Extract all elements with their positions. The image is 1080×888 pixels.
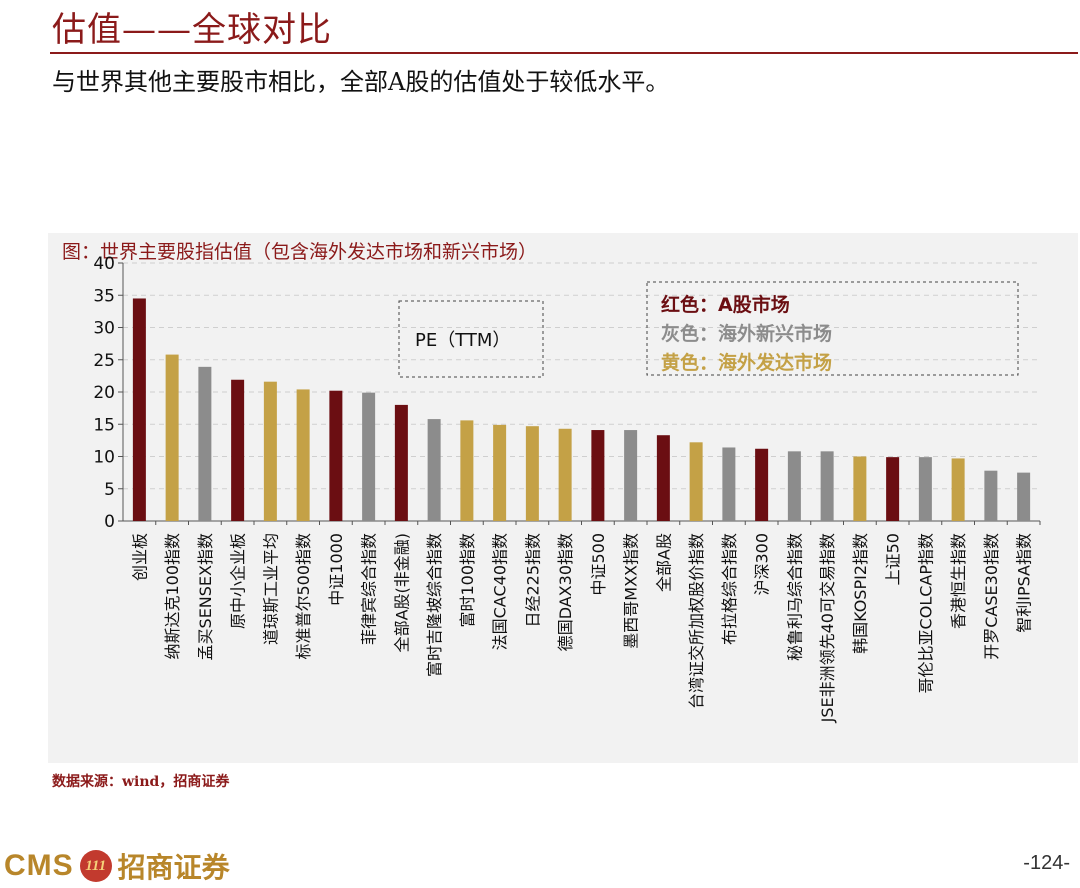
x-tick-label: 智利IPSA指数	[1015, 533, 1034, 633]
x-tick-label: 标准普尔500指数	[294, 533, 313, 660]
bar	[525, 426, 539, 521]
x-tick-label: 菲律宾综合指数	[360, 533, 379, 645]
x-tick-label: 纳斯达克100指数	[163, 533, 182, 660]
logo-cms-text: CMS	[4, 849, 74, 882]
legend-item-gray: 灰色：海外新兴市场	[661, 322, 832, 345]
x-tick-label: 道琼斯工业平均	[261, 533, 280, 645]
y-tick-label: 30	[93, 319, 115, 339]
y-tick-label: 40	[93, 254, 115, 274]
page-title: 估值——全球对比	[52, 10, 332, 50]
x-tick-label: 德国DAX30指数	[556, 533, 575, 651]
bar	[787, 451, 801, 521]
bar	[493, 424, 507, 521]
y-tick-label: 10	[93, 448, 115, 468]
y-tick-label: 25	[93, 351, 115, 371]
data-source: 数据来源：wind，招商证券	[52, 774, 230, 790]
x-tick-label: 哥伦比亚COLCAP指数	[916, 533, 935, 693]
bar	[656, 435, 670, 521]
company-logo: CMS 111 招商证券	[4, 846, 230, 886]
bar	[853, 456, 867, 521]
x-tick-label: 秘鲁利马综合指数	[785, 533, 804, 661]
x-tick-label: 孟买SENSEX指数	[196, 533, 215, 660]
bar	[886, 457, 900, 521]
y-tick-label: 20	[93, 383, 115, 403]
x-tick-label: 原中小企业板	[229, 533, 248, 629]
annotation-label: PE（TTM）	[415, 330, 510, 351]
x-tick-label: 上证50	[884, 533, 903, 585]
x-tick-label: 布拉格综合指数	[720, 533, 739, 645]
x-tick-label: JSE非洲领先40可交易指数	[818, 533, 837, 723]
legend-item-red: 红色：A股市场	[661, 293, 790, 316]
x-tick-label: 富时吉隆坡综合指数	[425, 533, 444, 677]
bar	[918, 457, 932, 521]
bar	[427, 419, 441, 521]
bar	[394, 404, 408, 521]
bar	[722, 447, 736, 521]
bar	[460, 420, 474, 521]
bar	[329, 390, 343, 521]
annotation-box	[398, 300, 544, 378]
chart-title: 图：世界主要股指估值（包含海外发达市场和新兴市场）	[62, 241, 537, 263]
bar	[591, 430, 605, 521]
x-tick-label: 中证1000	[327, 533, 346, 606]
x-tick-label: 韩国KOSPI2指数	[851, 533, 870, 654]
bar	[165, 354, 179, 521]
bar	[198, 366, 212, 521]
bar	[362, 392, 376, 521]
x-tick-label: 富时100指数	[458, 533, 477, 628]
page-subtitle: 与世界其他主要股市相比，全部A股的估值处于较低水平。	[52, 68, 670, 96]
bar	[1017, 472, 1031, 521]
x-tick-label: 墨西哥MXX指数	[622, 533, 641, 649]
logo-cn-text: 招商证券	[117, 851, 230, 884]
bar	[296, 389, 310, 521]
page-number: -124-	[1023, 852, 1070, 874]
bar	[951, 458, 965, 521]
x-tick-label: 法国CAC40指数	[491, 533, 510, 650]
title-divider	[50, 52, 1078, 54]
x-tick-label: 全部A股	[654, 533, 673, 592]
bar	[624, 430, 638, 521]
bar	[689, 442, 703, 521]
y-tick-label: 35	[93, 286, 115, 306]
y-tick-label: 0	[104, 512, 115, 532]
bar	[132, 298, 146, 521]
x-tick-label: 台湾证交所加权股价指数	[687, 533, 706, 709]
logo-badge-icon: 111	[79, 850, 112, 882]
legend-box	[646, 281, 1019, 376]
x-tick-label: 日经225指数	[523, 533, 542, 628]
x-tick-label: 沪深300	[753, 533, 772, 596]
bar	[820, 451, 834, 521]
bar	[558, 428, 572, 521]
legend-item-yellow: 黄色：海外发达市场	[661, 351, 832, 374]
x-tick-label: 全部A股(非金融)	[392, 533, 411, 652]
x-tick-label: 创业板	[130, 533, 149, 581]
x-tick-label: 开罗CASE30指数	[982, 533, 1001, 660]
x-tick-label: 中证500	[589, 533, 608, 596]
bar	[231, 379, 245, 521]
bar	[984, 470, 998, 521]
y-tick-label: 5	[104, 480, 115, 500]
x-tick-label: 香港恒生指数	[949, 533, 968, 629]
y-tick-label: 15	[93, 415, 115, 435]
bar	[755, 448, 769, 521]
bar	[263, 381, 277, 521]
